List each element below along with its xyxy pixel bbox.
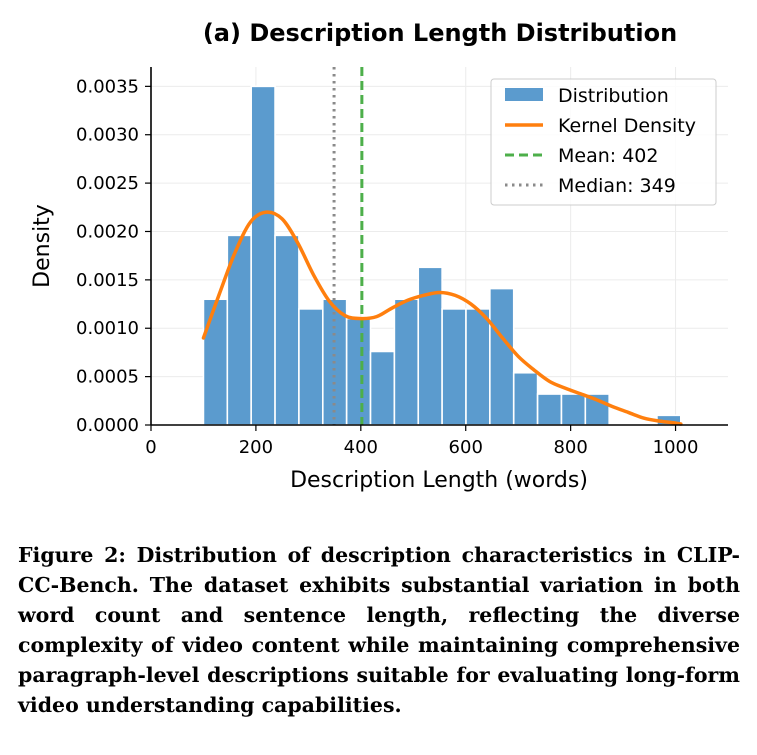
reference-lines — [332, 67, 364, 425]
chart-title: (a) Description Length Distribution — [203, 19, 677, 47]
legend-distribution-swatch — [505, 88, 543, 101]
y-tick-label: 0.0020 — [76, 221, 139, 242]
histogram-bar — [536, 393, 563, 426]
legend-kde-label: Kernel Density — [558, 115, 696, 137]
y-tick-label: 0.0015 — [76, 270, 139, 291]
histogram-bar — [298, 308, 324, 426]
histogram-bar — [250, 85, 276, 426]
histogram-bar — [202, 298, 229, 426]
legend: Distribution Kernel Density Mean: 402 Me… — [490, 78, 717, 206]
y-tick-label: 0.0000 — [76, 415, 139, 436]
axes — [150, 67, 728, 426]
figure-caption: Figure 2: Distribution of description ch… — [18, 543, 740, 717]
legend-mean-label: Mean: 402 — [558, 145, 658, 167]
kde-curve — [201, 210, 683, 426]
x-tick-label: 0 — [145, 437, 156, 458]
x-tick-label: 800 — [553, 437, 587, 458]
histogram-bar — [345, 317, 372, 426]
y-tick-label: 0.0030 — [76, 125, 139, 146]
x-axis-ticks: 0 200 400 600 800 1000 — [145, 425, 698, 458]
histogram-bar — [393, 298, 420, 426]
legend-frame — [490, 78, 717, 206]
x-tick-label: 1000 — [653, 437, 699, 458]
y-tick-label: 0.0025 — [76, 173, 139, 194]
density-chart: (a) Description Length Distribution 0 200… — [30, 19, 728, 493]
x-tick-label: 400 — [344, 437, 378, 458]
y-axis-label: Density — [30, 204, 55, 288]
histogram-bar — [274, 234, 300, 426]
histogram-bar — [560, 393, 587, 426]
x-tick-label: 600 — [449, 437, 483, 458]
histogram-bar — [369, 350, 396, 426]
x-tick-label: 200 — [239, 437, 273, 458]
y-axis-ticks: 0.0000 0.0005 0.0010 0.0015 0.0020 0.0025 0.00… — [76, 76, 151, 436]
legend-distribution-label: Distribution — [558, 85, 669, 107]
legend-median-label: Median: 349 — [558, 175, 676, 197]
y-tick-label: 0.0010 — [76, 318, 139, 339]
histogram-bar — [441, 308, 467, 426]
y-tick-label: 0.0005 — [76, 367, 139, 388]
histogram-bar — [489, 287, 515, 426]
histogram-bar — [465, 308, 491, 426]
histogram-bar — [512, 371, 539, 426]
y-tick-label: 0.0035 — [76, 76, 139, 97]
x-axis-label: Description Length (words) — [290, 468, 588, 493]
